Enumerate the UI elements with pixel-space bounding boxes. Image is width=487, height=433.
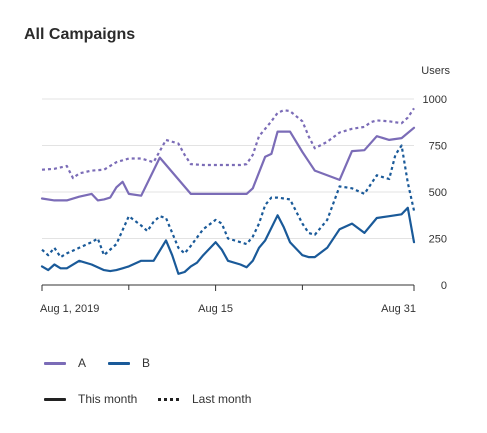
legend-label-last-month: Last month [192, 392, 252, 406]
y-tick-label: 250 [429, 234, 447, 246]
x-tick-label: Aug 15 [198, 303, 233, 315]
legend-solid-line [44, 397, 66, 401]
legend-dotted-line [158, 397, 180, 401]
y-tick-label: 750 [429, 141, 447, 153]
x-tick-label: Aug 31 [381, 303, 416, 315]
series-line-b-last-month [41, 144, 416, 259]
legend-swatch-b [108, 361, 130, 365]
legend-label-b: B [142, 356, 151, 370]
y-tick-label: 0 [441, 280, 447, 292]
series-line-b-this-month [40, 206, 416, 275]
legend-label-this-month: This month [78, 392, 138, 406]
legend-item-a[interactable]: A [44, 356, 86, 370]
y-tick-label: 500 [429, 187, 447, 199]
x-tick-label: Aug 1, 2019 [40, 303, 99, 315]
legend-swatch-a [44, 361, 66, 365]
legend-item-this-month[interactable]: This month [44, 392, 137, 406]
series-line-a-this-month [40, 126, 416, 202]
legend-label-a: A [78, 356, 87, 370]
legend-item-last-month[interactable]: Last month [158, 392, 251, 406]
y-tick-label: 1000 [423, 94, 447, 106]
series-line-a-last-month [41, 107, 415, 180]
y-axis-label: Users [421, 65, 450, 77]
legend-item-b[interactable]: B [108, 356, 150, 370]
chart-title: All Campaigns [24, 26, 136, 43]
